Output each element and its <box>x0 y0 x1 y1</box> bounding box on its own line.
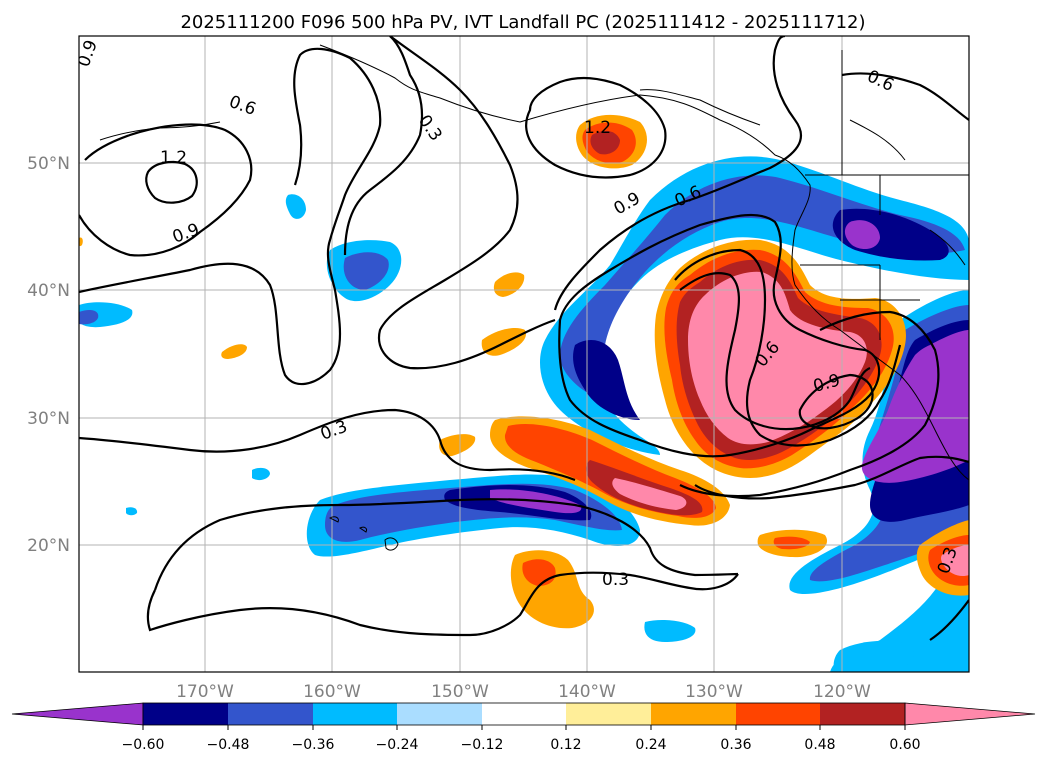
colorbar-segment <box>397 703 482 725</box>
colorbar-tick-label: −0.24 <box>376 737 419 753</box>
lat-label: 30°N <box>27 409 70 429</box>
lat-label: 40°N <box>27 281 70 301</box>
colorbar: −0.60 −0.48 −0.36 −0.24 −0.12 0.12 0.24 … <box>11 702 1036 753</box>
colorbar-segment <box>820 703 905 725</box>
shading-positive <box>79 114 969 629</box>
colorbar-segment <box>482 703 566 725</box>
colorbar-segment <box>313 703 397 725</box>
map-frame <box>78 35 970 673</box>
lon-labels: 170°W 160°W 150°W 140°W 130°W 120°W <box>176 682 871 702</box>
contour-label: 0.3 <box>602 570 629 590</box>
colorbar-over-arrow <box>904 702 1036 726</box>
colorbar-segment <box>651 703 736 725</box>
lon-label: 120°W <box>813 682 871 702</box>
lon-label: 160°W <box>303 682 361 702</box>
colorbar-segment <box>736 703 820 725</box>
pv-contours <box>79 36 969 641</box>
colorbar-under-arrow <box>11 702 144 726</box>
lon-label: 130°W <box>685 682 743 702</box>
colorbar-tick-label: −0.36 <box>292 737 335 753</box>
lat-labels: 50°N 40°N 30°N 20°N <box>27 154 70 556</box>
lon-label: 170°W <box>176 682 234 702</box>
lat-label: 50°N <box>27 154 70 174</box>
colorbar-frame <box>142 702 906 726</box>
colorbar-tick-label: 0.48 <box>804 737 835 753</box>
colorbar-tick-label: 0.36 <box>720 737 751 753</box>
colorbar-tick-label: 0.24 <box>635 737 666 753</box>
colorbar-segment <box>566 703 651 725</box>
colorbar-tick-label: 0.60 <box>889 737 920 753</box>
lon-label: 140°W <box>558 682 616 702</box>
colorbar-tick-label: −0.48 <box>207 737 250 753</box>
colorbar-tick-label: −0.60 <box>122 737 165 753</box>
graticule <box>79 36 969 672</box>
contour-label: 1.2 <box>584 118 611 138</box>
map-panel: 0.9 0.6 0.3 1.2 1.2 0.9 0.9 0.6 0.6 0.3 … <box>78 35 970 673</box>
lon-label: 150°W <box>431 682 489 702</box>
lat-label: 20°N <box>27 536 70 556</box>
colorbar-tick-label: 0.12 <box>550 737 581 753</box>
figure-title: 2025111200 F096 500 hPa PV, IVT Landfall… <box>180 12 865 33</box>
colorbar-tick-label: −0.12 <box>461 737 504 753</box>
colorbar-segment <box>143 703 228 725</box>
contour-label: 1.2 <box>160 148 187 168</box>
colorbar-segment <box>228 703 313 725</box>
